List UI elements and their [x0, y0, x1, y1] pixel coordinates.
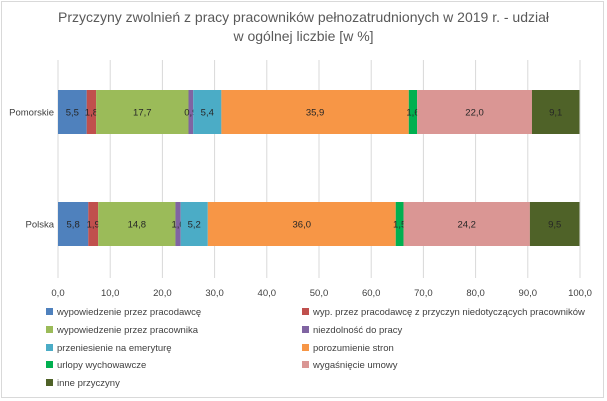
x-tick-label: 30,0 — [205, 288, 224, 299]
x-tick-label: 50,0 — [310, 288, 329, 299]
legend-swatch — [302, 325, 309, 333]
legend-swatch — [46, 307, 53, 315]
x-tick-label: 100,0 — [568, 288, 592, 299]
legend-swatch — [46, 379, 53, 387]
legend-label: wygaśnięcie umowy — [313, 360, 398, 372]
legend-item: wypowiedzenie przez pracownika — [46, 325, 198, 336]
legend-item: wyp. przez pracodawcę z przyczyn niedoty… — [302, 307, 585, 318]
bar-segment — [88, 202, 99, 246]
bar-segment — [403, 202, 530, 246]
legend-label: przeniesienie na emeryturę — [57, 342, 172, 354]
data-label: 1,5 — [393, 220, 406, 231]
data-label: 14,8 — [128, 220, 147, 231]
bar-segment — [96, 90, 189, 134]
legend-item: wypowiedzenie przez pracodawcę — [46, 307, 201, 318]
x-tick-label: 0,0 — [51, 288, 64, 299]
data-label: 5,8 — [67, 220, 80, 231]
data-label: 1,6 — [406, 108, 419, 119]
data-label: 1,8 — [85, 108, 98, 119]
legend-label: wypowiedzenie przez pracodawcę — [57, 307, 202, 318]
bar-segment — [529, 202, 580, 246]
x-tick-label: 40,0 — [258, 288, 277, 299]
bar-segment — [98, 202, 176, 246]
data-label: 17,7 — [133, 108, 152, 119]
x-tick-label: 80,0 — [466, 288, 485, 299]
legend-label: wypowiedzenie przez pracownika — [57, 324, 198, 336]
legend-swatch — [46, 343, 53, 351]
data-label: 5,4 — [201, 108, 214, 119]
bar-segment — [58, 90, 87, 134]
legend-label: porozumienie stron — [313, 342, 394, 354]
legend-swatch — [46, 325, 53, 333]
legend-label: inne przyczyny — [57, 378, 120, 390]
legend-swatch — [302, 343, 309, 351]
bar-segment — [58, 202, 89, 246]
bar-segment — [221, 90, 409, 134]
chart-title-line1: Przyczyny zwolnień z pracy pracowników p… — [57, 9, 549, 25]
x-tick-label: 20,0 — [153, 288, 172, 299]
x-tick-label: 90,0 — [519, 288, 538, 299]
legend-swatch — [302, 361, 309, 369]
data-label: 24,2 — [457, 220, 476, 231]
legend-swatch — [46, 361, 53, 369]
bar-segment — [188, 90, 194, 134]
legend-item: urlopy wychowawcze — [46, 360, 146, 371]
data-label: 36,0 — [293, 220, 312, 231]
x-tick-label: 70,0 — [414, 288, 433, 299]
data-label: 9,5 — [548, 220, 561, 231]
chart-title: Przyczyny zwolnień z pracy pracowników p… — [0, 8, 607, 46]
legend-label: niezdolność do pracy — [313, 324, 403, 336]
bar-segment — [207, 202, 396, 246]
bar-segment — [408, 90, 418, 134]
legend-swatch — [302, 307, 309, 315]
data-label: 5,2 — [188, 220, 201, 231]
data-label: 9,1 — [549, 108, 562, 119]
data-label: 1,0 — [171, 220, 184, 231]
data-label: 1,9 — [87, 220, 100, 231]
data-label: 0,9 — [184, 108, 197, 119]
bar-segment — [395, 202, 404, 246]
chart-title-line2: w ogólnej liczbie [w %] — [233, 28, 374, 44]
bar-segment — [417, 90, 532, 134]
bar-segment — [175, 202, 181, 246]
legend-item: przeniesienie na emeryturę — [46, 343, 172, 354]
data-label: 22,0 — [465, 108, 484, 119]
legend-item: niezdolność do pracy — [302, 325, 402, 336]
legend-item: wygaśnięcie umowy — [302, 360, 397, 371]
bar-segment — [193, 90, 222, 134]
category-label: Polska — [25, 220, 54, 231]
bar-segment — [531, 90, 580, 134]
x-tick-label: 60,0 — [362, 288, 381, 299]
bar-segment — [86, 90, 97, 134]
legend-label: urlopy wychowawcze — [57, 360, 147, 372]
legend-item: porozumienie stron — [302, 343, 394, 354]
legend-label: wyp. przez pracodawcę z przyczyn niedoty… — [313, 307, 585, 318]
x-tick-label: 10,0 — [101, 288, 120, 299]
bar-segment — [180, 202, 208, 246]
data-label: 35,9 — [306, 108, 325, 119]
data-label: 5,5 — [66, 108, 79, 119]
category-label: Pomorskie — [9, 108, 54, 119]
legend-item: inne przyczyny — [46, 378, 120, 389]
